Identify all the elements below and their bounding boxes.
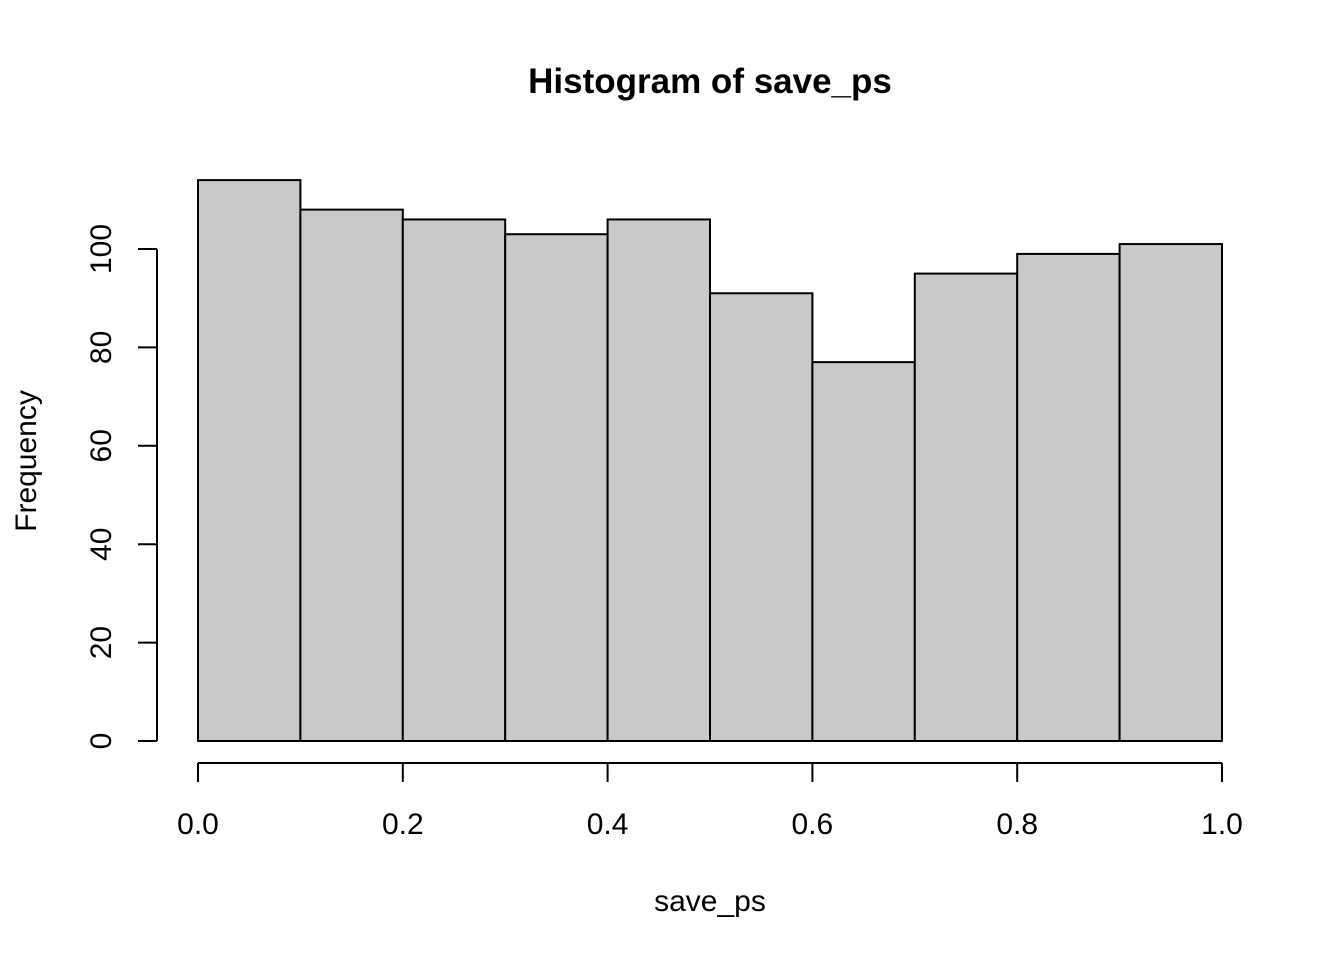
y-tick-label: 20 [85,626,118,659]
y-tick-label: 100 [85,224,118,274]
bar [401,218,507,742]
x-tick-label: 0.0 [177,808,219,841]
x-axis-label: save_ps [654,885,766,918]
x-tick-label: 0.4 [587,808,629,841]
y-tick-label: 60 [85,429,118,462]
bar [1118,243,1223,742]
bar [299,208,404,743]
y-tick-label: 80 [85,331,118,364]
chart-title: Histogram of save_ps [528,62,892,101]
x-tick-label: 0.8 [996,808,1038,841]
x-tick-label: 0.2 [382,808,424,841]
x-tick-label: 0.6 [792,808,834,841]
bar [709,292,814,742]
bar [504,233,609,742]
bar [1016,252,1121,743]
y-tick-label: 40 [85,528,118,561]
x-tick-label: 1.0 [1201,808,1243,841]
bar [811,361,916,742]
bar [913,272,1019,742]
bar [197,179,302,743]
y-tick-label: 0 [85,733,118,750]
y-axis-label: Frequency [10,390,43,532]
bar [606,218,711,742]
